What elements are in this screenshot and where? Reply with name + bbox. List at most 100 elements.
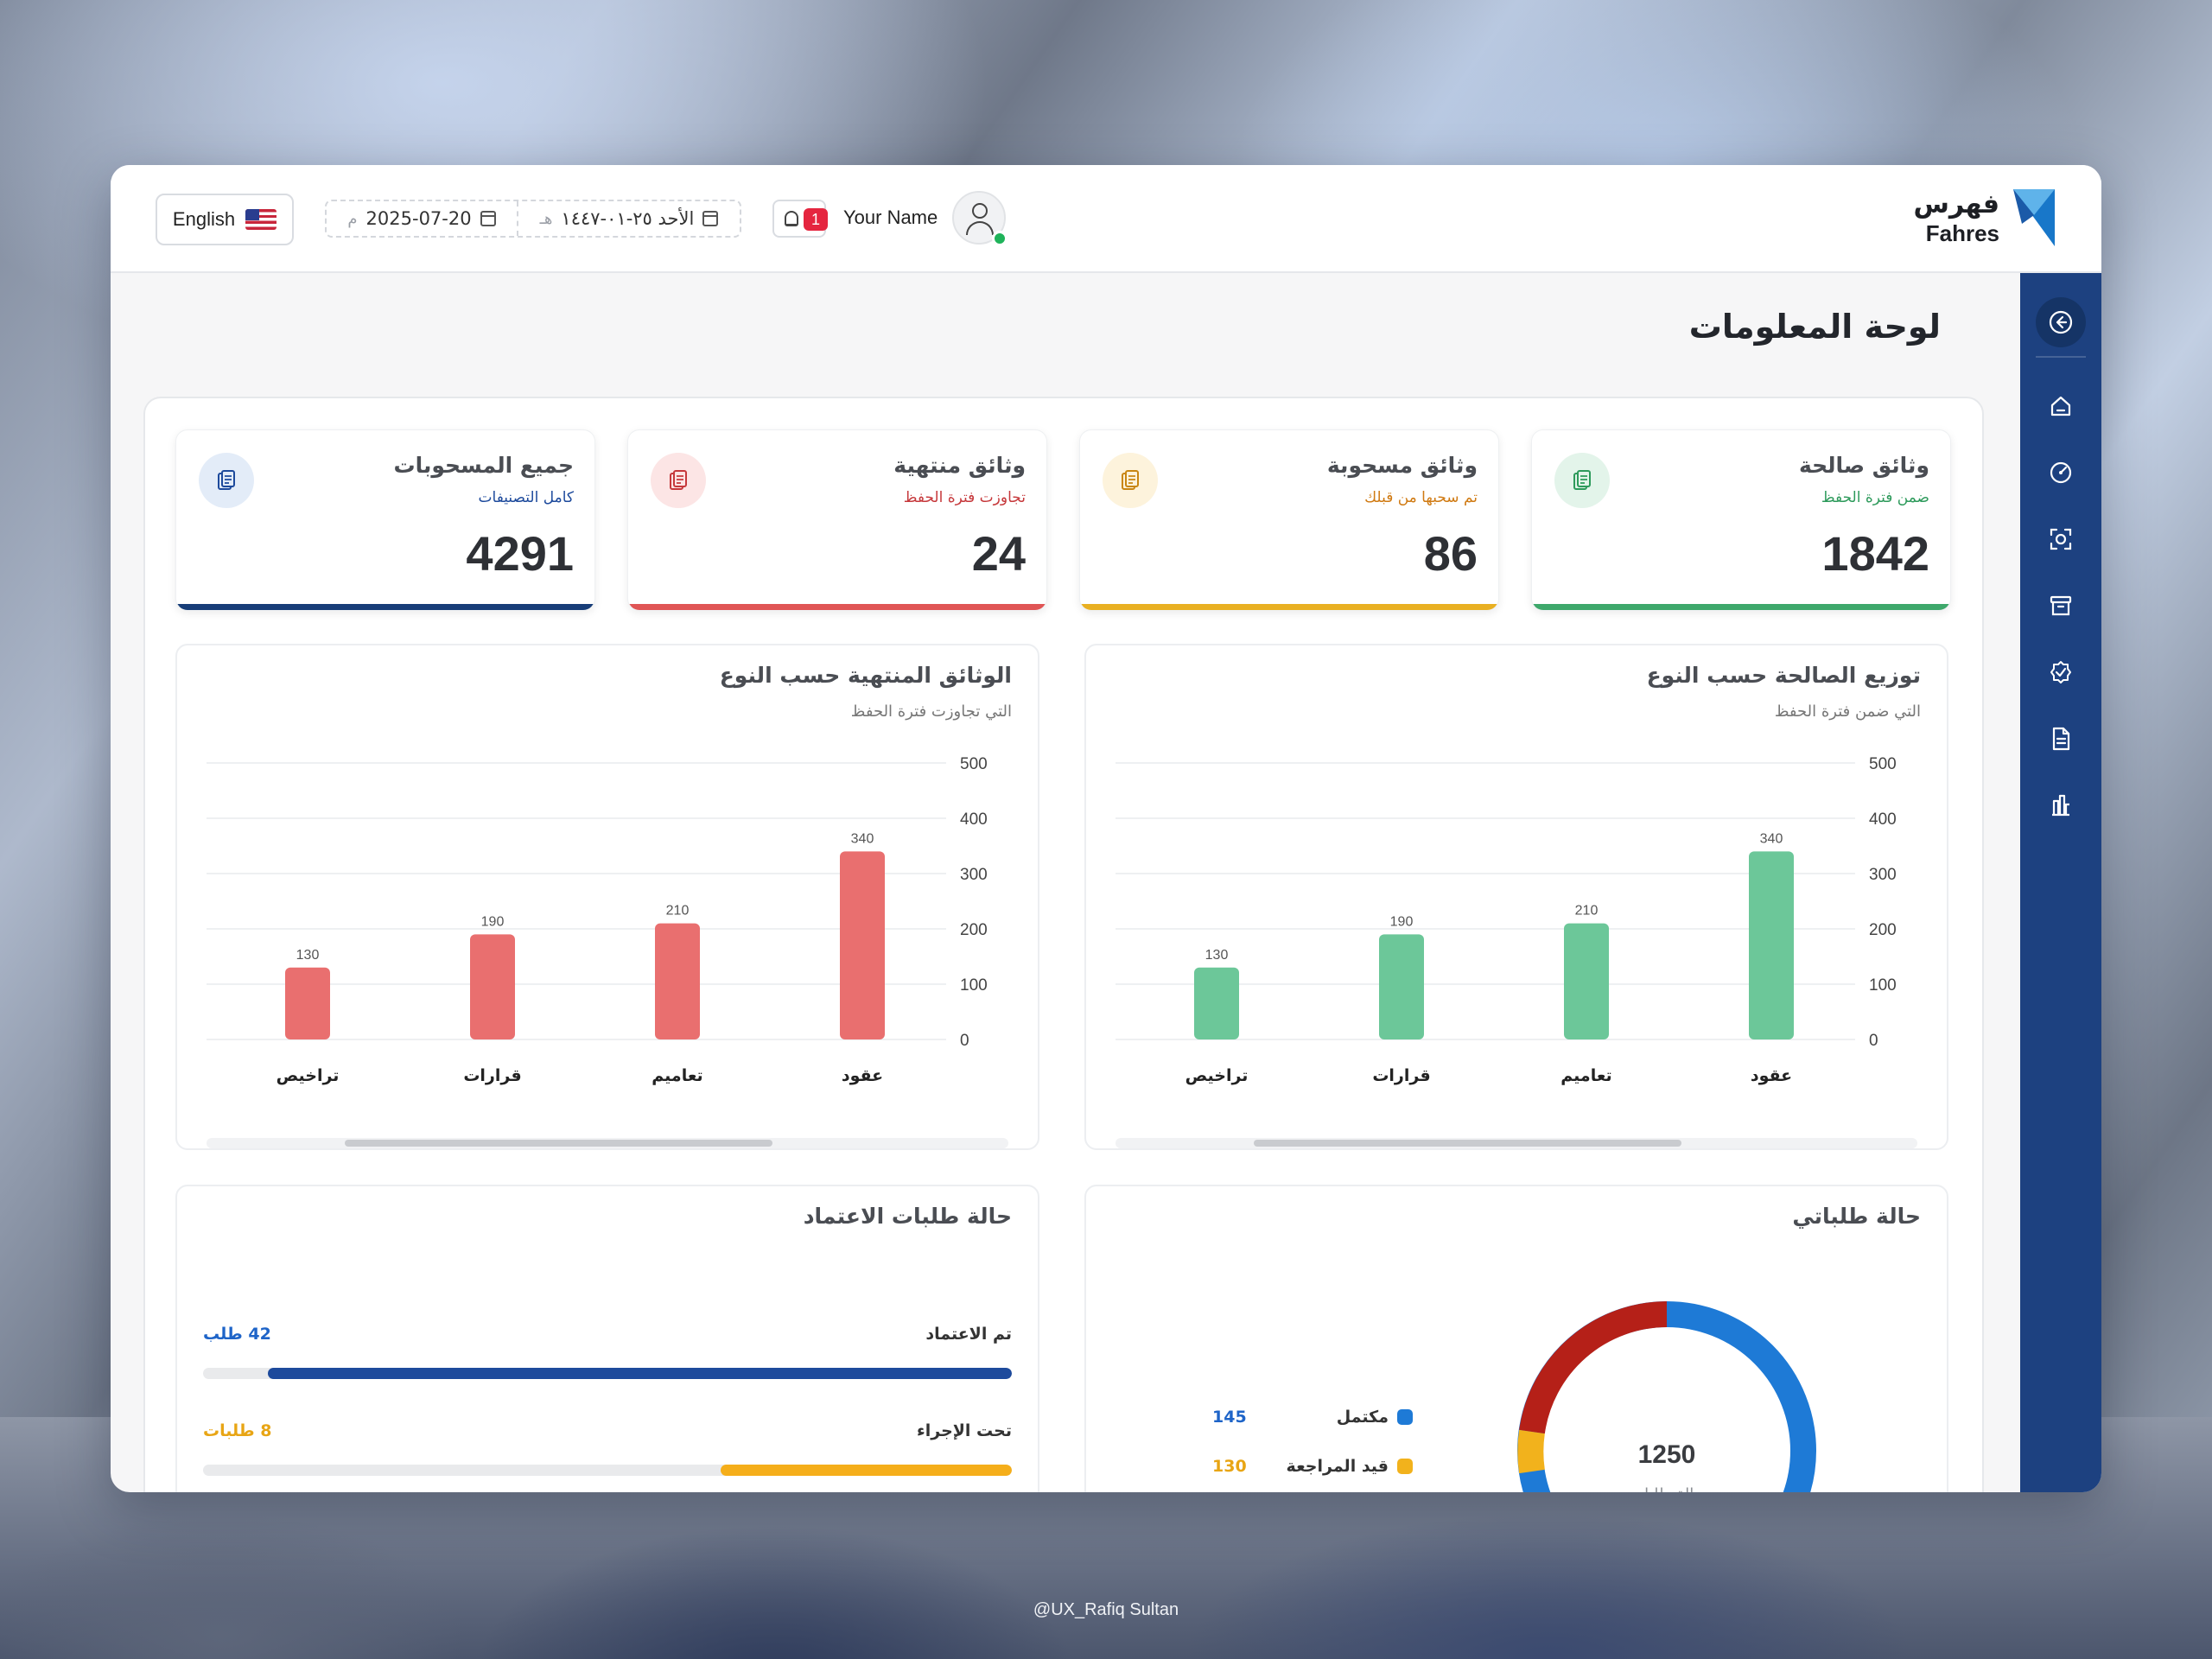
bar: [655, 923, 700, 1039]
stat-card-expired[interactable]: وثائق منتهية تجاوزت فترة الحفظ 24: [627, 429, 1047, 611]
approval-progress-fill: [721, 1465, 1012, 1476]
sidebar-item-documents[interactable]: [2043, 721, 2079, 757]
card-title: حالة طلبات الاعتماد: [803, 1204, 1012, 1229]
bar-chart-plot: 0 100 200 300 400 500 340 عقود 210 تعاميم 190 قرارا…: [207, 755, 988, 1085]
stat-card-subtitle: كامل التصنيفات: [478, 489, 574, 506]
stat-card-title: وثائق صالحة: [1798, 453, 1929, 478]
chart-title: الوثائق المنتهية حسب النوع: [719, 663, 1012, 688]
y-tick-label: 500: [960, 755, 988, 773]
y-tick-label: 500: [1869, 755, 1897, 773]
sidebar-divider: [2036, 356, 2086, 358]
scrollbar-thumb[interactable]: [345, 1140, 772, 1147]
x-category-label: تراخيص: [1185, 1066, 1249, 1085]
notifications-button[interactable]: 1: [772, 200, 828, 238]
bar: [840, 851, 885, 1039]
sidebar-item-approvals[interactable]: [2043, 654, 2079, 690]
chart-title: توزيع الصالحة حسب النوع: [1646, 663, 1921, 688]
language-switch-button[interactable]: English: [156, 194, 294, 245]
legend-swatch: [1397, 1459, 1413, 1474]
stat-card-valid[interactable]: وثائق صالحة ضمن فترة الحفظ 1842: [1531, 429, 1951, 611]
requests-donut-chart: 1250 حالة طلبات: [1517, 1301, 1816, 1492]
calendar-icon: [480, 211, 496, 226]
date-display: م 2025-07-20 هـ الأحد ٢٥-٠١-١٤٤٧: [325, 200, 741, 238]
valid-by-type-chart: توزيع الصالحة حسب النوع التي ضمن فترة ال…: [1084, 644, 1948, 1150]
document-stack-icon: [199, 453, 254, 508]
user-icon-body: [966, 221, 994, 235]
approval-progress-fill: [267, 1368, 1012, 1379]
approval-row-value: 8 طلبات: [203, 1421, 272, 1440]
badge-check-icon: [2050, 661, 2071, 683]
donut-segment-in-review: [1517, 1429, 1545, 1474]
chart-subtitle: التي ضمن فترة الحفظ: [1774, 702, 1921, 721]
page-title: لوحة المعلومات: [1688, 308, 1941, 346]
top-bar: English م 2025-07-20 هـ الأحد ٢٥-٠١-١٤٤٧…: [111, 165, 2101, 273]
bar-value-label: 130: [296, 948, 320, 963]
sidebar-item-dashboard[interactable]: [2043, 454, 2079, 491]
donut-caption: حالة طلبات: [1630, 1485, 1704, 1492]
language-label: English: [172, 208, 236, 230]
stat-card-subtitle: ضمن فترة الحفظ: [1821, 489, 1929, 506]
bar-value-label: 210: [1575, 904, 1599, 918]
bell-icon: [785, 211, 798, 226]
card-title: حالة طلباتي: [1792, 1204, 1921, 1229]
scrollbar-thumb[interactable]: [1254, 1140, 1681, 1147]
stat-card-value: 24: [971, 526, 1026, 581]
x-category-label: عقود: [842, 1066, 883, 1085]
horizontal-scrollbar[interactable]: [207, 1138, 1008, 1148]
bar: [1564, 923, 1609, 1039]
legend-completed: مكتمل: [1337, 1408, 1413, 1427]
stat-card-all-withdrawals[interactable]: جميع المسحوبات كامل التصنيفات 4291: [175, 429, 595, 611]
document-stack-icon: [1554, 453, 1610, 508]
credit-text: @UX_Rafiq Sultan: [1033, 1600, 1179, 1619]
bar-chart-icon: [2052, 794, 2069, 817]
bar-value-label: 190: [1390, 914, 1414, 929]
us-flag-icon: [245, 209, 277, 230]
x-category-label: عقود: [1751, 1066, 1792, 1085]
legend-swatch: [1397, 1409, 1413, 1425]
sidebar-item-home[interactable]: [2043, 388, 2079, 424]
archive-box-icon: [2050, 595, 2072, 616]
sidebar-item-archive[interactable]: [2043, 588, 2079, 624]
stat-card-title: وثائق مسحوبة: [1326, 453, 1478, 478]
legend-value: 130: [1212, 1457, 1247, 1476]
stat-card-value: 4291: [466, 526, 574, 581]
donut-total: 1250: [1638, 1440, 1696, 1469]
notification-badge: 1: [804, 208, 828, 231]
sidebar-item-reports[interactable]: [2043, 787, 2079, 823]
sidebar: [2020, 273, 2101, 1492]
hijri-suffix: هـ: [539, 209, 553, 228]
my-requests-card: حالة طلباتي 1250 حالة طلبات مكتمل 145 قي…: [1084, 1185, 1948, 1492]
stat-card-accent: [176, 604, 594, 610]
stat-card-withdrawn[interactable]: وثائق مسحوبة تم سحبها من قبلك 86: [1079, 429, 1499, 611]
y-tick-label: 300: [1869, 866, 1897, 884]
y-tick-label: 300: [960, 866, 988, 884]
app-window: English م 2025-07-20 هـ الأحد ٢٥-٠١-١٤٤٧…: [111, 165, 2101, 1492]
logo-text-en: Fahres: [1925, 220, 1999, 246]
user-name[interactable]: Your Name: [843, 207, 938, 228]
gauge-icon: [2050, 461, 2072, 484]
gregorian-date: م 2025-07-20: [327, 201, 518, 236]
calendar-icon: [702, 211, 719, 226]
y-tick-label: 400: [960, 810, 988, 829]
hijri-date: هـ الأحد ٢٥-٠١-١٤٤٧: [518, 201, 740, 236]
dashboard-panel: وثائق صالحة ضمن فترة الحفظ 1842 وثائق مس…: [143, 397, 1984, 1492]
bar-chart-plot: 0 100 200 300 400 500 340 عقود 210 تعاميم 190 قرارا…: [1116, 755, 1897, 1085]
x-category-label: تعاميم: [1560, 1066, 1611, 1085]
bar: [1379, 934, 1424, 1039]
bar-value-label: 340: [851, 831, 874, 846]
sidebar-item-scan[interactable]: [2043, 521, 2079, 557]
stat-card-value: 1842: [1821, 526, 1929, 581]
online-status-dot: [992, 231, 1007, 246]
collapse-sidebar-button[interactable]: [2036, 297, 2086, 347]
document-icon: [2052, 727, 2070, 751]
logo-mark-icon: [2013, 189, 2055, 246]
y-tick-label: 200: [960, 921, 988, 939]
legend-label: مكتمل: [1336, 1408, 1389, 1427]
avatar[interactable]: [952, 191, 1007, 246]
horizontal-scrollbar[interactable]: [1116, 1138, 1917, 1148]
gregorian-suffix: م: [347, 209, 358, 228]
expired-by-type-chart: الوثائق المنتهية حسب النوع التي تجاوزت ف…: [175, 644, 1039, 1150]
bar-value-label: 130: [1205, 948, 1229, 963]
stat-card-subtitle: تجاوزت فترة الحفظ: [903, 489, 1026, 506]
y-tick-label: 100: [1869, 976, 1897, 995]
